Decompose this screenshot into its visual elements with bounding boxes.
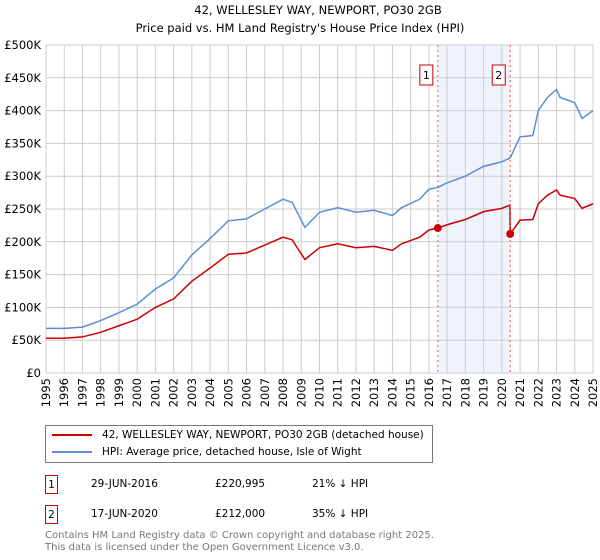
footer-license: This data is licensed under the Open Gov… xyxy=(45,542,364,553)
sale-point xyxy=(433,224,442,233)
x-tick-label: 2020 xyxy=(495,378,509,407)
sale-date: 29-JUN-2016 xyxy=(91,478,158,490)
y-tick-label: £350K xyxy=(4,136,41,150)
x-tick-label: 2011 xyxy=(331,378,345,407)
sale-marker-badge: 2 xyxy=(45,505,58,524)
y-tick-label: £400K xyxy=(4,104,41,118)
footer: Contains HM Land Registry data © Crown c… xyxy=(45,530,434,554)
legend-label: HPI: Average price, detached house, Isle… xyxy=(102,446,362,458)
y-tick-label: £250K xyxy=(4,202,41,216)
legend-label: 42, WELLESLEY WAY, NEWPORT, PO30 2GB (de… xyxy=(102,429,424,441)
y-tick-label: £150K xyxy=(4,268,41,282)
series-line xyxy=(46,188,594,339)
x-tick-label: 2013 xyxy=(367,378,381,407)
sale-date: 17-JUN-2020 xyxy=(91,508,158,520)
x-tick-label: 2019 xyxy=(477,378,491,407)
x-tick-label: 2002 xyxy=(167,378,181,407)
sale-price: £212,000 xyxy=(215,508,266,520)
legend: 42, WELLESLEY WAY, NEWPORT, PO30 2GB (de… xyxy=(45,425,433,463)
x-tick-label: 2022 xyxy=(531,378,545,407)
x-tick-label: 2017 xyxy=(440,378,454,407)
y-tick-label: £500K xyxy=(4,38,41,52)
x-tick-label: 1998 xyxy=(94,378,108,407)
sale-marker-label: 2 xyxy=(495,69,502,82)
footer-copyright: Contains HM Land Registry data © Crown c… xyxy=(45,530,434,541)
x-tick-label: 2010 xyxy=(313,378,327,407)
y-tick-label: £450K xyxy=(4,71,41,85)
x-tick-label: 2005 xyxy=(221,378,235,407)
sale-hpi-diff: 35% ↓ HPI xyxy=(312,508,369,520)
sale-marker-box xyxy=(491,64,506,86)
y-tick-label: £300K xyxy=(4,169,41,183)
x-tick-label: 2024 xyxy=(568,378,582,407)
y-tick-label: £100K xyxy=(4,300,41,314)
y-tick-label: £0 xyxy=(26,366,41,380)
sale-point xyxy=(506,229,515,238)
legend-item-property: 42, WELLESLEY WAY, NEWPORT, PO30 2GB (de… xyxy=(52,429,424,441)
x-tick-label: 2007 xyxy=(258,378,272,407)
sale-marker-label: 1 xyxy=(423,69,430,82)
sale-marker-badge: 1 xyxy=(45,475,58,494)
x-tick-label: 2025 xyxy=(586,378,600,407)
legend-item-hpi: HPI: Average price, detached house, Isle… xyxy=(52,446,362,458)
blue-line-swatch xyxy=(52,451,92,453)
x-tick-label: 2003 xyxy=(185,378,199,407)
x-tick-label: 1997 xyxy=(75,378,89,407)
red-line-swatch xyxy=(52,434,92,436)
y-tick-label: £50K xyxy=(12,333,42,347)
chart-subtitle: Price paid vs. HM Land Registry's House … xyxy=(136,21,465,35)
x-tick-label: 2023 xyxy=(550,378,564,407)
x-tick-label: 2008 xyxy=(276,378,290,407)
x-tick-label: 2009 xyxy=(294,378,308,407)
x-tick-label: 2004 xyxy=(203,378,217,407)
x-tick-label: 2021 xyxy=(513,378,527,407)
series-line xyxy=(46,88,594,330)
x-tick-label: 2015 xyxy=(404,378,418,407)
x-tick-label: 2006 xyxy=(240,378,254,407)
x-tick-label: 1995 xyxy=(39,378,53,407)
sale-hpi-diff: 21% ↓ HPI xyxy=(312,478,369,490)
x-tick-label: 2016 xyxy=(422,378,436,407)
y-tick-label: £200K xyxy=(4,235,41,249)
x-tick-label: 1999 xyxy=(112,378,126,407)
x-tick-label: 2012 xyxy=(349,378,363,407)
sale-price: £220,995 xyxy=(215,478,266,490)
x-tick-label: 1996 xyxy=(57,378,71,407)
x-tick-label: 2018 xyxy=(458,378,472,407)
x-tick-label: 2001 xyxy=(148,378,162,407)
x-tick-label: 2014 xyxy=(385,378,399,407)
sale-marker-box xyxy=(419,64,434,86)
chart-title: 42, WELLESLEY WAY, NEWPORT, PO30 2GB xyxy=(194,3,442,17)
price-chart: 42, WELLESLEY WAY, NEWPORT, PO30 2GB Pri… xyxy=(4,3,600,407)
x-tick-label: 2000 xyxy=(130,378,144,407)
